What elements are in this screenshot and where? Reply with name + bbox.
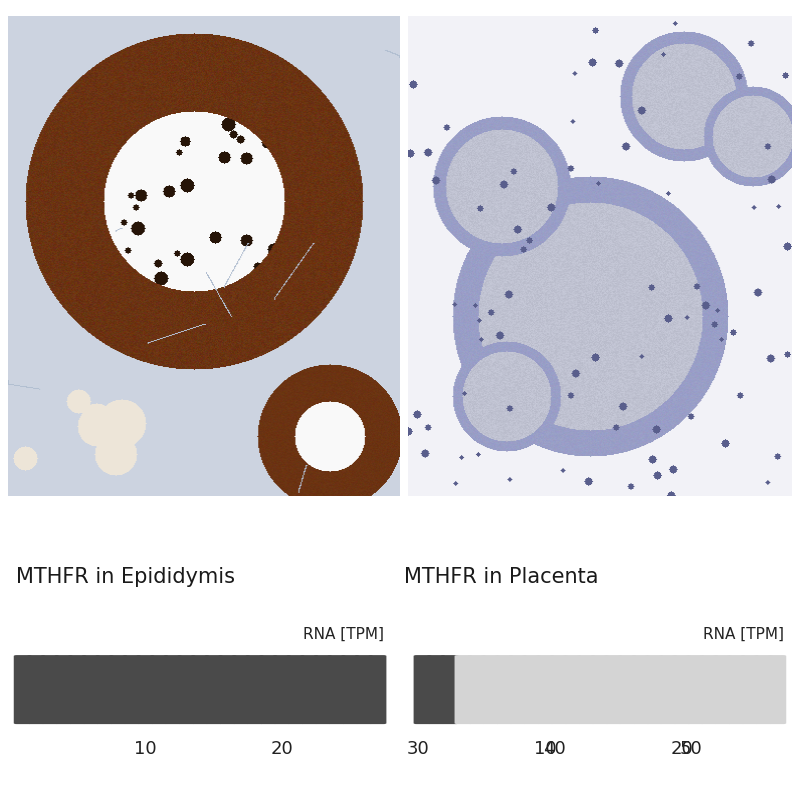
FancyBboxPatch shape [550,655,568,724]
Text: 10: 10 [134,740,157,758]
FancyBboxPatch shape [659,655,677,724]
FancyBboxPatch shape [482,655,500,724]
FancyBboxPatch shape [205,655,222,724]
FancyBboxPatch shape [522,655,541,724]
FancyBboxPatch shape [54,655,73,724]
FancyBboxPatch shape [82,655,100,724]
FancyBboxPatch shape [27,655,46,724]
FancyBboxPatch shape [259,655,278,724]
FancyBboxPatch shape [618,655,636,724]
Text: RNA [TPM]: RNA [TPM] [303,626,384,642]
FancyBboxPatch shape [605,655,622,724]
Text: 30: 30 [407,740,430,758]
FancyBboxPatch shape [273,655,291,724]
FancyBboxPatch shape [246,655,263,724]
Text: 40: 40 [543,740,566,758]
FancyBboxPatch shape [495,655,514,724]
FancyBboxPatch shape [342,655,359,724]
Text: 10: 10 [534,740,557,758]
FancyBboxPatch shape [700,655,718,724]
FancyBboxPatch shape [537,655,554,724]
FancyBboxPatch shape [414,655,431,724]
Text: MTHFR in Epididymis: MTHFR in Epididymis [16,567,235,587]
FancyBboxPatch shape [686,655,704,724]
FancyBboxPatch shape [96,655,114,724]
Text: 20: 20 [270,740,294,758]
FancyBboxPatch shape [123,655,141,724]
FancyBboxPatch shape [14,655,31,724]
FancyBboxPatch shape [427,655,445,724]
FancyBboxPatch shape [232,655,250,724]
FancyBboxPatch shape [673,655,690,724]
FancyBboxPatch shape [754,655,773,724]
FancyBboxPatch shape [369,655,386,724]
FancyBboxPatch shape [441,655,458,724]
FancyBboxPatch shape [564,655,582,724]
FancyBboxPatch shape [328,655,346,724]
FancyBboxPatch shape [164,655,182,724]
FancyBboxPatch shape [591,655,609,724]
Text: MTHFR in Placenta: MTHFR in Placenta [404,567,598,587]
FancyBboxPatch shape [137,655,154,724]
FancyBboxPatch shape [468,655,486,724]
FancyBboxPatch shape [150,655,168,724]
FancyBboxPatch shape [68,655,86,724]
FancyBboxPatch shape [509,655,527,724]
FancyBboxPatch shape [741,655,759,724]
Text: 20: 20 [670,740,693,758]
FancyBboxPatch shape [727,655,746,724]
FancyBboxPatch shape [286,655,305,724]
FancyBboxPatch shape [454,655,472,724]
FancyBboxPatch shape [314,655,332,724]
Text: 50: 50 [680,740,702,758]
FancyBboxPatch shape [300,655,318,724]
FancyBboxPatch shape [110,655,127,724]
FancyBboxPatch shape [646,655,663,724]
FancyBboxPatch shape [41,655,59,724]
FancyBboxPatch shape [769,655,786,724]
FancyBboxPatch shape [218,655,236,724]
FancyBboxPatch shape [178,655,195,724]
FancyBboxPatch shape [191,655,209,724]
Text: RNA [TPM]: RNA [TPM] [703,626,784,642]
FancyBboxPatch shape [578,655,595,724]
FancyBboxPatch shape [632,655,650,724]
FancyBboxPatch shape [714,655,732,724]
FancyBboxPatch shape [355,655,373,724]
